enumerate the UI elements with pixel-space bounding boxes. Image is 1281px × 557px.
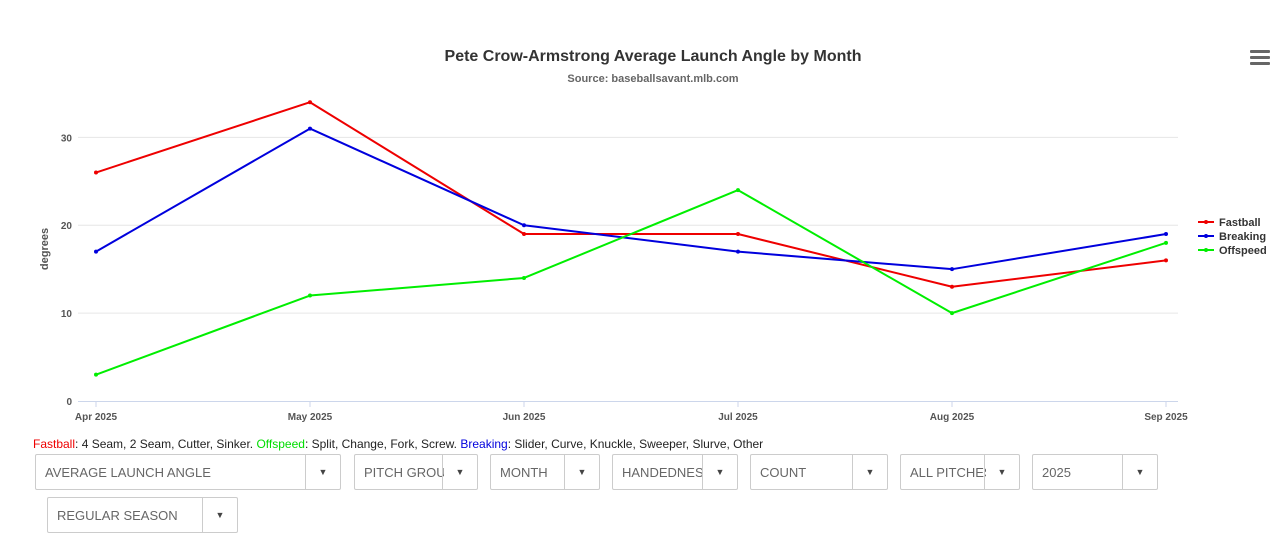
breaking-list: : Slider, Curve, Knuckle, Sweeper, Slurv… [507, 437, 764, 451]
legend-marker [1204, 248, 1208, 252]
handedness-select[interactable]: HANDEDNESS ▼ [612, 454, 738, 490]
data-point-offspeed[interactable] [950, 311, 954, 316]
data-point-fastball[interactable] [308, 100, 312, 105]
series-line-breaking [95, 127, 1167, 271]
data-point-fastball[interactable] [736, 232, 740, 237]
chart-subtitle: Source: baseballsavant.mlb.com [567, 73, 738, 85]
x-tick-label: Jun 2025 [503, 412, 546, 423]
season-select[interactable]: REGULAR SEASON ▼ [47, 497, 238, 533]
legend-item-fastball[interactable]: Fastball [1198, 217, 1261, 229]
x-tick-label: May 2025 [288, 412, 333, 423]
chevron-down-icon: ▼ [1122, 455, 1157, 489]
data-point-offspeed[interactable] [94, 372, 98, 377]
data-point-breaking[interactable] [950, 267, 954, 272]
chevron-down-icon: ▼ [702, 455, 737, 489]
year-select-value: 2025 [1042, 465, 1071, 480]
y-tick-label: 0 [66, 397, 72, 408]
grid [78, 136, 1178, 314]
pitch-group-legend: Fastball: 4 Seam, 2 Seam, Cutter, Sinker… [33, 437, 763, 451]
data-point-fastball[interactable] [522, 232, 526, 237]
data-point-offspeed[interactable] [1164, 240, 1168, 245]
legend-label: Fastball [1219, 217, 1261, 229]
metric-select[interactable]: AVERAGE LAUNCH ANGLE ▼ [35, 454, 341, 490]
year-select[interactable]: 2025 ▼ [1032, 454, 1158, 490]
metric-select-value: AVERAGE LAUNCH ANGLE [45, 465, 211, 480]
axes: 0 10 20 30 Apr 2025 May 2025 Jun 2025 Jul 2025 A… [61, 133, 1188, 423]
chevron-down-icon: ▼ [852, 455, 887, 489]
count-select[interactable]: COUNT ▼ [750, 454, 888, 490]
chevron-down-icon: ▼ [305, 455, 340, 489]
legend-item-breaking[interactable]: Breaking [1198, 231, 1266, 243]
legend-label: Offspeed [1219, 245, 1267, 257]
chevron-down-icon: ▼ [202, 498, 237, 532]
period-select[interactable]: MONTH ▼ [490, 454, 600, 490]
y-tick-label: 30 [61, 133, 73, 144]
count-select-value: COUNT [760, 465, 807, 480]
data-point-breaking[interactable] [94, 249, 98, 254]
chevron-down-icon: ▼ [984, 455, 1019, 489]
x-tick-label: Sep 2025 [1144, 412, 1188, 423]
chevron-down-icon: ▼ [442, 455, 477, 489]
pitches-select-value: ALL PITCHES [910, 465, 986, 480]
group-select[interactable]: PITCH GROUP ▼ [354, 454, 478, 490]
data-point-breaking[interactable] [1164, 232, 1168, 237]
legend-label: Breaking [1219, 231, 1266, 243]
fastball-label: Fastball [33, 437, 76, 451]
fastball-list: : 4 Seam, 2 Seam, Cutter, Sinker. [75, 437, 257, 451]
y-tick-label: 10 [61, 309, 73, 320]
data-point-offspeed[interactable] [522, 275, 526, 280]
group-select-value: PITCH GROUP [364, 465, 444, 480]
data-point-fastball[interactable] [950, 284, 954, 289]
offspeed-list: : Split, Change, Fork, Screw. [304, 437, 461, 451]
legend-item-offspeed[interactable]: Offspeed [1198, 245, 1267, 257]
pitches-select[interactable]: ALL PITCHES ▼ [900, 454, 1020, 490]
handedness-select-value: HANDEDNESS [622, 465, 702, 480]
breaking-label: Breaking [460, 437, 508, 451]
x-tick-label: Apr 2025 [75, 412, 118, 423]
data-point-fastball[interactable] [94, 170, 98, 175]
series [94, 100, 1168, 377]
data-point-breaking[interactable] [522, 223, 526, 228]
data-point-breaking[interactable] [736, 249, 740, 254]
x-tick-label: Jul 2025 [718, 412, 758, 423]
series-line-fastball [95, 101, 1167, 288]
chevron-down-icon: ▼ [564, 455, 599, 489]
x-tick-label: Aug 2025 [930, 412, 975, 423]
offspeed-label: Offspeed [256, 437, 305, 451]
data-point-fastball[interactable] [1164, 258, 1168, 263]
chart-title: Pete Crow-Armstrong Average Launch Angle… [445, 48, 862, 65]
series-line-offspeed [95, 189, 1167, 376]
data-point-offspeed[interactable] [736, 188, 740, 193]
period-select-value: MONTH [500, 465, 548, 480]
y-tick-label: 20 [61, 221, 73, 232]
legend[interactable]: Fastball Breaking Offspeed [1198, 217, 1267, 257]
season-select-value: REGULAR SEASON [57, 508, 178, 523]
data-point-offspeed[interactable] [308, 293, 312, 298]
legend-marker [1204, 234, 1208, 238]
y-axis-title: degrees [39, 228, 51, 270]
legend-marker [1204, 220, 1208, 224]
hamburger-menu-icon[interactable] [1250, 50, 1270, 68]
data-point-breaking[interactable] [308, 126, 312, 131]
